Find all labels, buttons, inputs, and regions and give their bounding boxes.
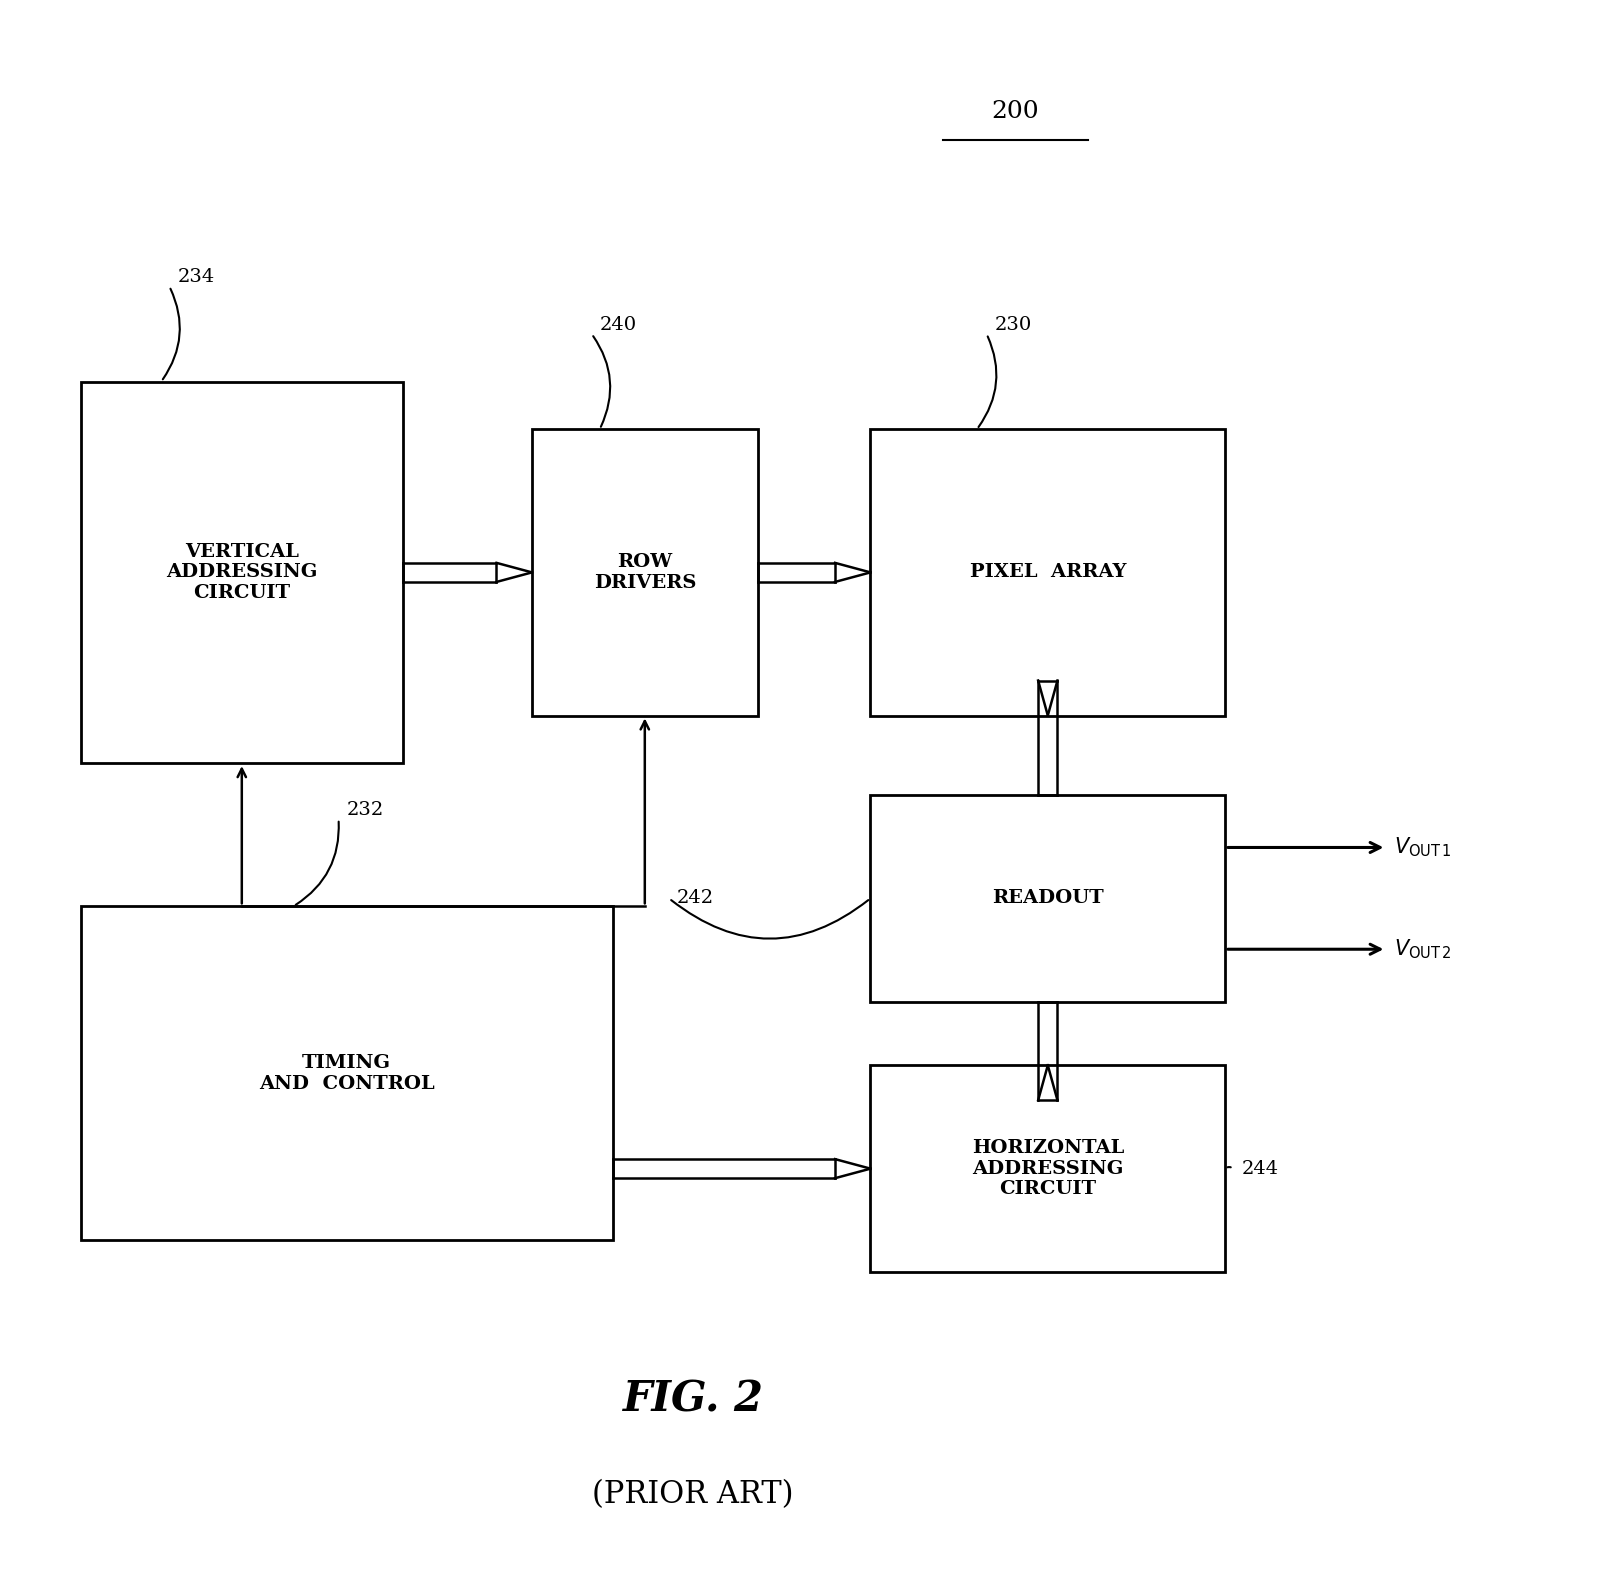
Text: 230: 230 [995, 316, 1032, 334]
Text: (PRIOR ART): (PRIOR ART) [593, 1479, 793, 1510]
Text: ROW
DRIVERS: ROW DRIVERS [593, 553, 696, 591]
Text: HORIZONTAL
ADDRESSING
CIRCUIT: HORIZONTAL ADDRESSING CIRCUIT [972, 1138, 1124, 1199]
Text: 200: 200 [991, 100, 1040, 122]
Text: 244: 244 [1241, 1159, 1278, 1178]
Bar [870, 795, 1225, 1002]
Text: 234: 234 [177, 269, 214, 286]
Bar [870, 1065, 1225, 1272]
Text: VERTICAL
ADDRESSING
CIRCUIT: VERTICAL ADDRESSING CIRCUIT [166, 542, 318, 603]
Text: $V_{\mathsf{OUT\,1}}$: $V_{\mathsf{OUT\,1}}$ [1394, 836, 1452, 859]
Bar [81, 906, 613, 1240]
Text: PIXEL  ARRAY: PIXEL ARRAY [969, 563, 1127, 582]
Bar [81, 382, 403, 763]
Text: 232: 232 [347, 801, 384, 819]
Bar [870, 429, 1225, 716]
Text: READOUT: READOUT [991, 889, 1104, 908]
Bar [532, 429, 758, 716]
Text: FIG. 2: FIG. 2 [622, 1379, 764, 1420]
Text: $V_{\mathsf{OUT\,2}}$: $V_{\mathsf{OUT\,2}}$ [1394, 938, 1452, 960]
Text: TIMING
AND  CONTROL: TIMING AND CONTROL [260, 1054, 434, 1092]
Text: 240: 240 [600, 316, 637, 334]
Text: 242: 242 [677, 889, 714, 908]
